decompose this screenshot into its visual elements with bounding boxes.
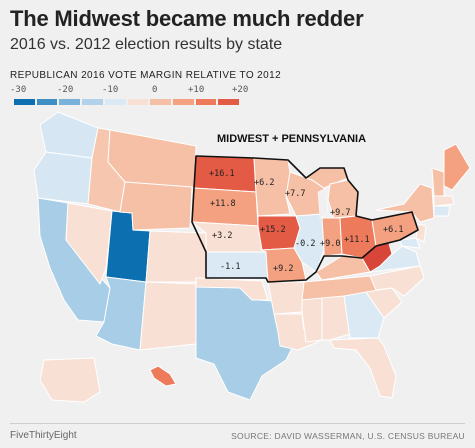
state-value-label: +9.0 <box>320 239 340 249</box>
legend-swatch <box>14 99 35 105</box>
state-georgia <box>343 291 385 339</box>
region-outline-midwest-pennsylvania <box>191 155 419 283</box>
state-arkansas <box>267 281 305 315</box>
lake-michigan <box>317 187 329 219</box>
state-value-label: +9.2 <box>273 264 293 274</box>
state-value-label: +11.8 <box>210 199 236 209</box>
state-alaska <box>39 357 101 403</box>
legend-swatch <box>59 99 81 105</box>
state-value-label: +7.7 <box>285 189 305 199</box>
state-value-label: -1.1 <box>220 262 240 272</box>
legend-title: REPUBLICAN 2016 VOTE MARGIN RELATIVE TO … <box>10 70 282 81</box>
brand-name: FiveThirtyEight <box>10 430 77 441</box>
footer-divider <box>10 423 465 424</box>
legend-tick: +10 <box>188 85 205 95</box>
state-value-label: +16.1 <box>209 169 235 179</box>
legend-swatch <box>172 99 194 105</box>
region-callout-label: MIDWEST + PENNSYLVANIA <box>217 133 367 145</box>
legend-swatch <box>104 99 126 105</box>
state-new-jersey <box>415 223 427 243</box>
state-new-mexico <box>139 281 197 351</box>
state-hawaii <box>149 365 177 387</box>
state-maryland <box>399 237 421 249</box>
state-indiana <box>321 217 343 257</box>
state-connecticut-rhode-island <box>433 205 451 217</box>
legend-tick: -30 <box>10 85 27 95</box>
chart-subtitle: 2016 vs. 2012 election results by state <box>10 36 283 53</box>
state-alabama <box>321 295 351 341</box>
state-value-label: +11.1 <box>344 235 370 245</box>
state-value-label: -0.2 <box>295 239 315 249</box>
state-value-label: +6.1 <box>383 225 403 235</box>
state-value-label: +15.2 <box>260 225 286 235</box>
legend-tick: 0 <box>152 85 158 95</box>
legend-tick: -10 <box>102 85 119 95</box>
legend-tick: +20 <box>232 85 249 95</box>
state-maine <box>443 143 471 191</box>
state-value-label: +3.2 <box>212 231 232 241</box>
state-mississippi <box>301 297 323 343</box>
state-vermont-new-hampshire <box>431 167 445 197</box>
legend-color-scale <box>14 99 240 105</box>
legend-swatch <box>36 99 58 105</box>
legend-ticks: -30 -20 -10 0 +10 +20 <box>10 85 250 97</box>
legend-swatch <box>127 99 149 105</box>
legend-swatch <box>82 99 103 105</box>
state-oklahoma <box>195 277 269 301</box>
state-value-label: +9.7 <box>330 208 350 218</box>
legend-swatch <box>218 99 240 105</box>
state-nevada <box>65 202 113 286</box>
chart-title: The Midwest became much redder <box>10 6 364 31</box>
legend-swatch <box>195 99 217 105</box>
legend-tick: -20 <box>57 85 74 95</box>
state-washington <box>39 111 99 159</box>
legend-swatch <box>150 99 171 105</box>
state-colorado <box>145 230 207 283</box>
source-credit: SOURCE: DAVID WASSERMAN, U.S. CENSUS BUR… <box>231 431 465 441</box>
state-florida <box>329 337 397 399</box>
state-oregon <box>33 151 93 205</box>
state-wyoming <box>119 181 193 231</box>
state-massachusetts <box>433 195 455 207</box>
state-value-label: +6.2 <box>254 178 274 188</box>
